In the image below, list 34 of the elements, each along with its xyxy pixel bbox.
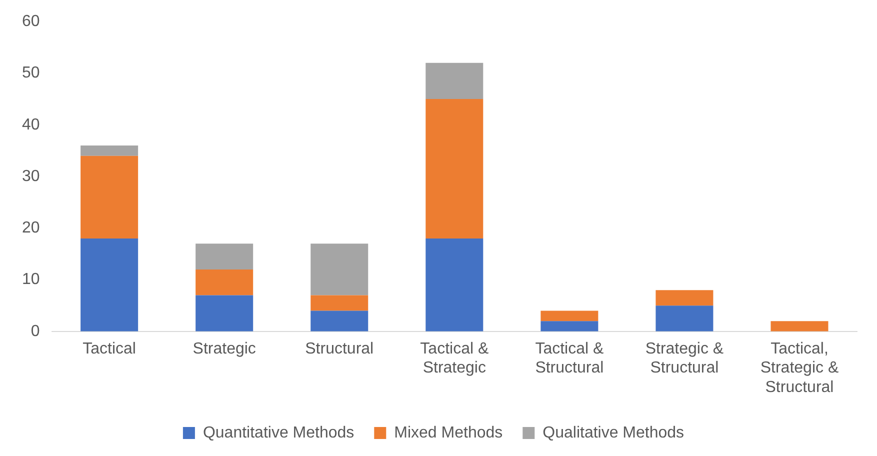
y-tick-label: 10	[22, 271, 40, 288]
bar	[310, 310, 368, 332]
bar	[310, 244, 368, 296]
bar	[310, 295, 368, 311]
bar	[196, 295, 254, 332]
bar	[656, 306, 714, 332]
legend-label: Mixed Methods	[394, 424, 503, 442]
x-tick-label: Strategic & Structural	[645, 340, 724, 377]
bar	[80, 238, 138, 332]
x-tick-label: Structural	[305, 340, 374, 358]
bar	[80, 156, 138, 238]
bar	[540, 321, 598, 332]
y-tick-label: 40	[22, 116, 40, 134]
bar	[540, 310, 598, 322]
x-tick-label: Tactical & Structural	[535, 340, 604, 377]
bar	[196, 269, 254, 296]
x-tick-label: Tactical, Strategic & Structural	[760, 340, 839, 396]
legend-label: Quantitative Methods	[202, 424, 354, 442]
x-tick-label: Tactical	[82, 340, 136, 358]
y-tick-label: 50	[22, 64, 40, 82]
y-tick-label: 20	[22, 220, 40, 237]
bar	[80, 146, 138, 156]
bar	[656, 290, 714, 306]
bar	[426, 99, 484, 238]
bar	[426, 238, 484, 332]
y-tick-label: 60	[22, 13, 40, 30]
legend-label: Qualitative Methods	[542, 424, 684, 442]
x-tick-label: Strategic	[192, 340, 256, 358]
bar	[196, 244, 254, 270]
y-tick-label: 30	[22, 168, 40, 185]
bar	[426, 62, 484, 100]
bar	[770, 321, 828, 332]
x-tick-label: Tactical & Strategic	[420, 340, 489, 377]
y-tick-label: 0	[30, 322, 40, 340]
